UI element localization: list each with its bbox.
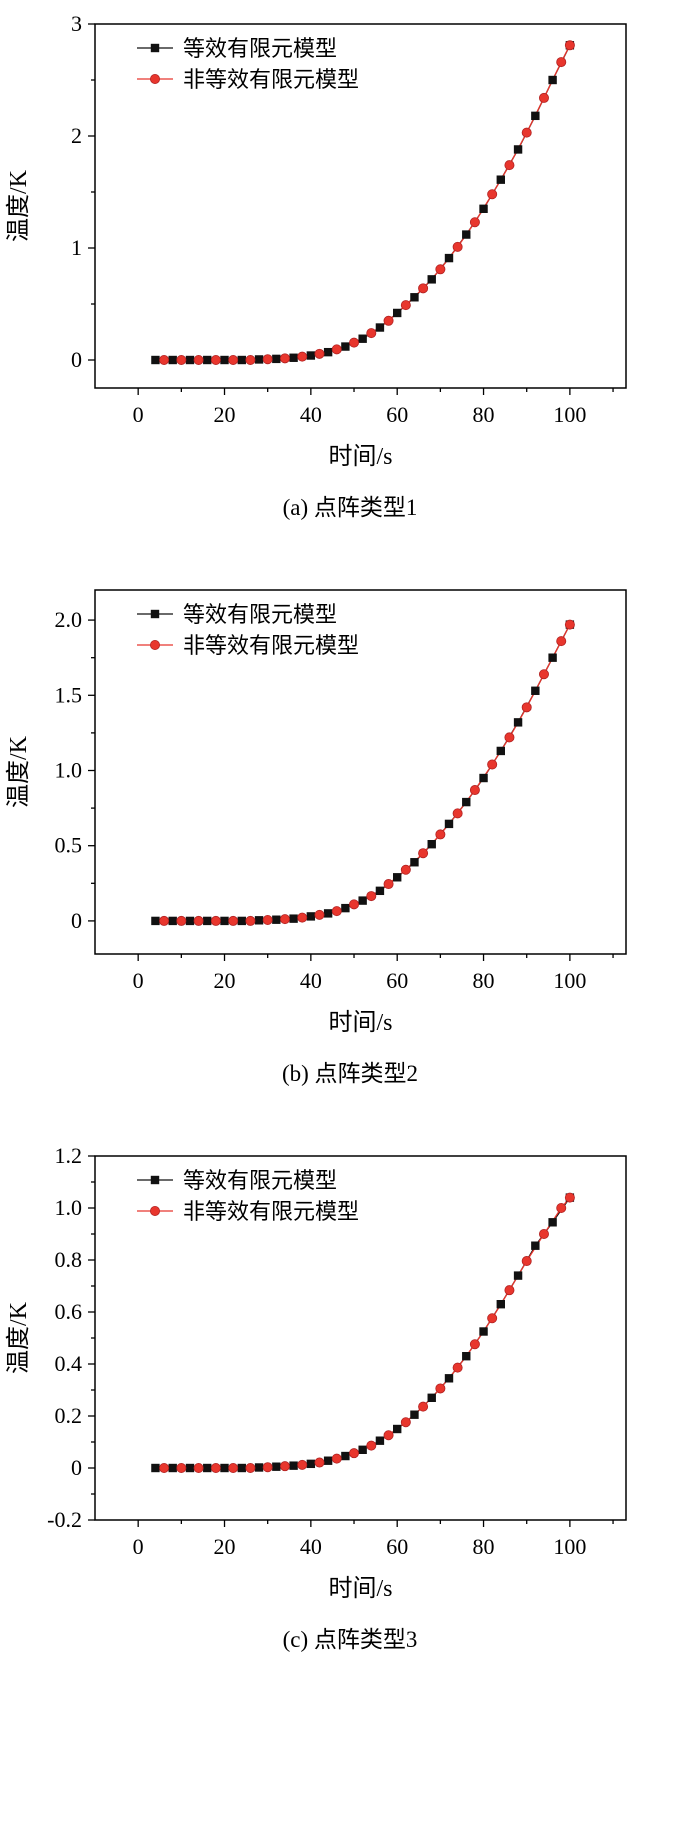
svg-text:1.0: 1.0 — [55, 758, 83, 783]
y-axis-ticks — [88, 1155, 95, 1521]
legend-item-0: 等效有限元模型 — [137, 602, 337, 627]
svg-text:20: 20 — [214, 968, 236, 993]
svg-text:100: 100 — [553, 968, 586, 993]
svg-text:1.5: 1.5 — [55, 682, 83, 707]
svg-text:-0.2: -0.2 — [47, 1507, 82, 1532]
svg-text:40: 40 — [300, 402, 322, 427]
svg-text:0.2: 0.2 — [55, 1403, 83, 1428]
svg-text:0: 0 — [71, 347, 82, 372]
figure-panel-b: 0 20 40 60 80 100 0 0.5 1.0 1.5 2.0 时间/s 温度/K 等效有限元模型… — [0, 574, 700, 1088]
svg-text:2.0: 2.0 — [55, 607, 83, 632]
legend-item-1: 非等效有限元模型 — [137, 633, 359, 658]
svg-text:0.5: 0.5 — [55, 833, 83, 858]
svg-text:60: 60 — [386, 1534, 408, 1559]
chart-background — [0, 574, 700, 1044]
svg-text:40: 40 — [300, 1534, 322, 1559]
series-0-markers — [151, 620, 575, 926]
svg-text:20: 20 — [214, 402, 236, 427]
chart-c-caption: (c) 点阵类型3 — [282, 1627, 418, 1652]
svg-text:0: 0 — [71, 908, 82, 933]
x-axis-label: 时间/s — [328, 1575, 392, 1602]
legend-item-0: 等效有限元模型 — [137, 36, 337, 61]
x-tick-labels: 0 20 40 60 80 100 — [133, 402, 587, 427]
series-markers — [151, 40, 575, 365]
y-tick-labels: 0 0.5 1.0 1.5 2.0 — [55, 607, 83, 933]
svg-text:0: 0 — [133, 1534, 144, 1559]
svg-text:80: 80 — [473, 1534, 495, 1559]
svg-text:非等效有限元模型: 非等效有限元模型 — [183, 67, 359, 92]
y-tick-labels: -0.2 0 0.2 0.4 0.6 0.8 1.0 1.2 — [47, 1143, 82, 1532]
figure-page: 0 20 40 60 80 100 0 1 2 3 时间/s 温度/K 等效有限元模型 非等效有限元模型 … — [0, 8, 700, 1654]
svg-text:等效有限元模型: 等效有限元模型 — [183, 1168, 337, 1193]
x-tick-labels: 0 20 40 60 80 100 — [133, 968, 587, 993]
y-axis-ticks — [88, 619, 95, 922]
chart-b-caption: (b) 点阵类型2 — [281, 1061, 419, 1086]
svg-text:100: 100 — [553, 402, 586, 427]
y-axis-ticks — [88, 23, 95, 361]
y-axis-label: 温度/K — [5, 1301, 32, 1374]
chart-background — [0, 8, 700, 478]
series-1-markers — [159, 40, 575, 365]
svg-text:1: 1 — [71, 235, 82, 260]
y-axis-label: 温度/K — [5, 735, 32, 808]
svg-text:40: 40 — [300, 968, 322, 993]
svg-text:80: 80 — [473, 968, 495, 993]
svg-text:60: 60 — [386, 968, 408, 993]
y-axis-label: 温度/K — [5, 169, 32, 242]
y-tick-labels: 0 1 2 3 — [71, 11, 82, 372]
chart-canvas: 0 20 40 60 80 100 -0.2 0 0.2 0.4 0.6 0.8 1.0 1.2 时间/s 温… — [0, 1140, 700, 1610]
figure-panel-c: 0 20 40 60 80 100 -0.2 0 0.2 0.4 0.6 0.8 1.0 1.2 时间/s 温… — [0, 1140, 700, 1654]
x-axis-label: 时间/s — [328, 1009, 392, 1036]
plot-frame — [94, 23, 627, 389]
svg-text:100: 100 — [553, 1534, 586, 1559]
svg-text:0: 0 — [133, 402, 144, 427]
x-tick-labels: 0 20 40 60 80 100 — [133, 1534, 587, 1559]
svg-text:0.6: 0.6 — [55, 1299, 83, 1324]
series-markers — [151, 1192, 575, 1473]
legend-item-0: 等效有限元模型 — [137, 1168, 337, 1193]
svg-text:0.4: 0.4 — [55, 1351, 83, 1376]
svg-text:非等效有限元模型: 非等效有限元模型 — [183, 633, 359, 658]
series-1-markers — [159, 1192, 575, 1473]
svg-text:0: 0 — [133, 968, 144, 993]
figure-panel-a: 0 20 40 60 80 100 0 1 2 3 时间/s 温度/K 等效有限元模型 非等效有限元模型 … — [0, 8, 700, 522]
chart-a-canvas: 0 20 40 60 80 100 0 1 2 3 时间/s 温度/K 等效有限元模型 非等效有限元模型 — [0, 8, 700, 478]
svg-text:0: 0 — [71, 1455, 82, 1480]
svg-text:0.8: 0.8 — [55, 1247, 83, 1272]
chart-background — [0, 1140, 700, 1610]
x-axis-label: 时间/s — [328, 443, 392, 470]
svg-text:等效有限元模型: 等效有限元模型 — [183, 36, 337, 61]
svg-text:80: 80 — [473, 402, 495, 427]
chart-a-caption: (a) 点阵类型1 — [282, 495, 418, 520]
legend-item-1: 非等效有限元模型 — [137, 67, 359, 92]
svg-text:20: 20 — [214, 1534, 236, 1559]
x-axis-ticks — [137, 388, 614, 395]
x-axis-ticks — [137, 1520, 614, 1527]
svg-text:1.2: 1.2 — [55, 1143, 83, 1168]
svg-text:2: 2 — [71, 123, 82, 148]
series-1-markers — [159, 619, 575, 926]
chart-b-canvas: 0 20 40 60 80 100 0 0.5 1.0 1.5 2.0 时间/s 温度/K 等效有限元模型… — [0, 574, 700, 1044]
legend-item-1: 非等效有限元模型 — [137, 1199, 359, 1224]
plot-frame — [94, 589, 627, 955]
chart-canvas: 0 20 40 60 80 100 0 0.5 1.0 1.5 2.0 时间/s 温度/K 等效有限元模型… — [0, 574, 700, 1044]
svg-text:60: 60 — [386, 402, 408, 427]
svg-text:1.0: 1.0 — [55, 1195, 83, 1220]
x-axis-ticks — [137, 954, 614, 961]
svg-text:等效有限元模型: 等效有限元模型 — [183, 602, 337, 627]
series-markers — [151, 619, 575, 926]
chart-c-canvas: 0 20 40 60 80 100 -0.2 0 0.2 0.4 0.6 0.8 1.0 1.2 时间/s 温… — [0, 1140, 700, 1610]
svg-text:非等效有限元模型: 非等效有限元模型 — [183, 1199, 359, 1224]
svg-text:3: 3 — [71, 11, 82, 36]
